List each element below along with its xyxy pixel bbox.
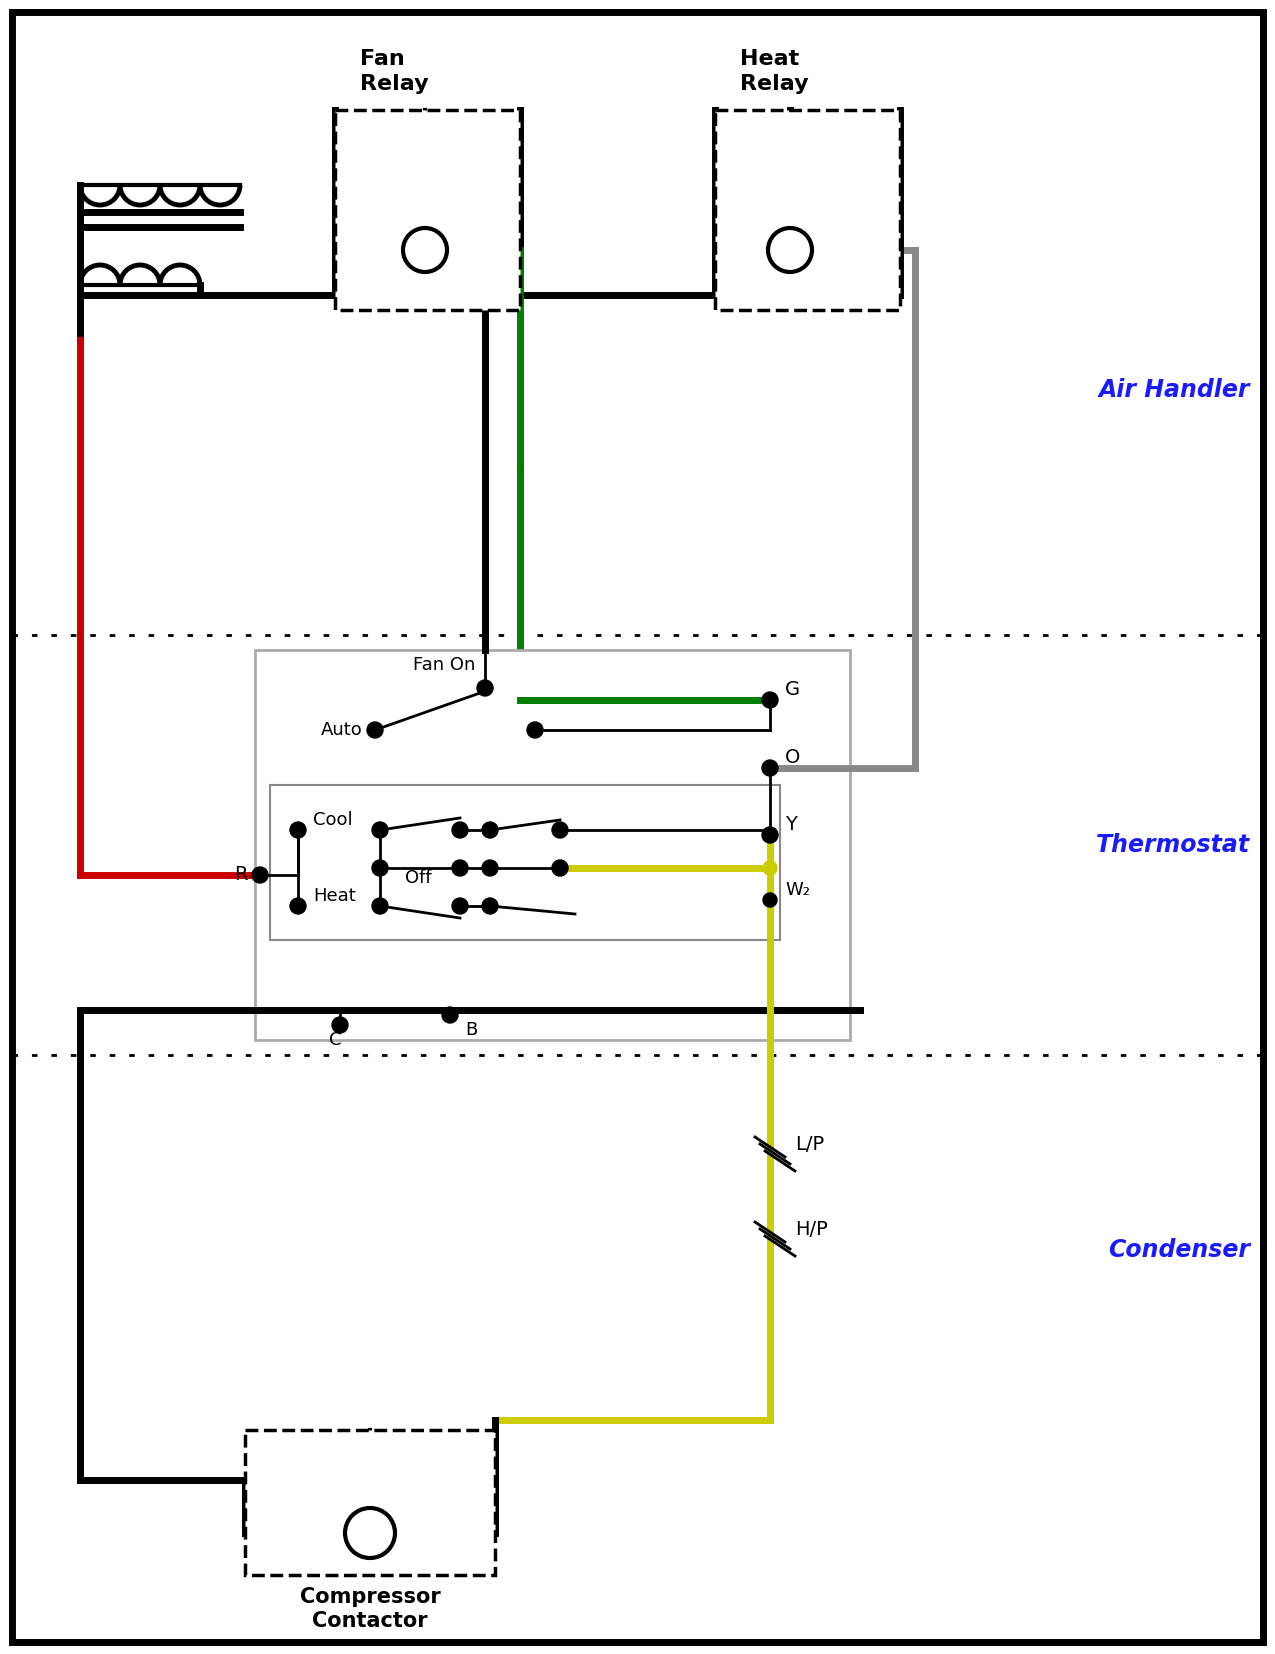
FancyBboxPatch shape	[335, 111, 520, 309]
Text: Relay: Relay	[740, 74, 808, 94]
Text: C: C	[329, 1030, 342, 1049]
Text: Condenser: Condenser	[1108, 1237, 1250, 1262]
Text: Cool: Cool	[312, 810, 353, 829]
Circle shape	[482, 898, 499, 915]
FancyBboxPatch shape	[270, 786, 780, 939]
Circle shape	[552, 860, 567, 877]
Circle shape	[372, 822, 388, 839]
Circle shape	[332, 1017, 348, 1034]
Text: O: O	[785, 748, 801, 767]
Circle shape	[762, 759, 778, 776]
Text: Heat: Heat	[312, 887, 356, 905]
Text: Relay: Relay	[360, 74, 428, 94]
Text: Contactor: Contactor	[312, 1611, 428, 1631]
Text: Auto: Auto	[321, 721, 363, 739]
FancyBboxPatch shape	[245, 1431, 495, 1575]
Circle shape	[762, 893, 776, 906]
Circle shape	[453, 822, 468, 839]
Circle shape	[762, 691, 778, 708]
Text: Fan On: Fan On	[413, 657, 476, 673]
Circle shape	[442, 1007, 458, 1024]
FancyBboxPatch shape	[255, 650, 850, 1040]
Text: Y: Y	[785, 815, 797, 834]
FancyBboxPatch shape	[11, 12, 1264, 1642]
Circle shape	[527, 723, 543, 738]
Text: H/P: H/P	[796, 1221, 827, 1239]
Text: Air Handler: Air Handler	[1099, 379, 1250, 402]
Text: Heat: Heat	[740, 50, 799, 69]
Circle shape	[372, 898, 388, 915]
Circle shape	[482, 822, 499, 839]
Text: B: B	[465, 1021, 477, 1039]
Circle shape	[552, 822, 567, 839]
Text: Off: Off	[405, 868, 432, 887]
Circle shape	[372, 860, 388, 877]
Circle shape	[289, 822, 306, 839]
Circle shape	[482, 860, 499, 877]
Circle shape	[252, 867, 268, 883]
Circle shape	[453, 860, 468, 877]
Circle shape	[477, 680, 493, 696]
Text: Fan: Fan	[360, 50, 404, 69]
Circle shape	[367, 723, 382, 738]
Circle shape	[453, 898, 468, 915]
Circle shape	[762, 862, 776, 875]
FancyBboxPatch shape	[715, 111, 900, 309]
Text: R: R	[235, 865, 249, 883]
Circle shape	[289, 898, 306, 915]
Text: W₂: W₂	[785, 882, 810, 900]
Text: Compressor: Compressor	[300, 1586, 440, 1608]
Text: Thermostat: Thermostat	[1096, 834, 1250, 857]
Circle shape	[762, 827, 778, 844]
Text: G: G	[785, 680, 801, 700]
Text: L/P: L/P	[796, 1135, 824, 1154]
